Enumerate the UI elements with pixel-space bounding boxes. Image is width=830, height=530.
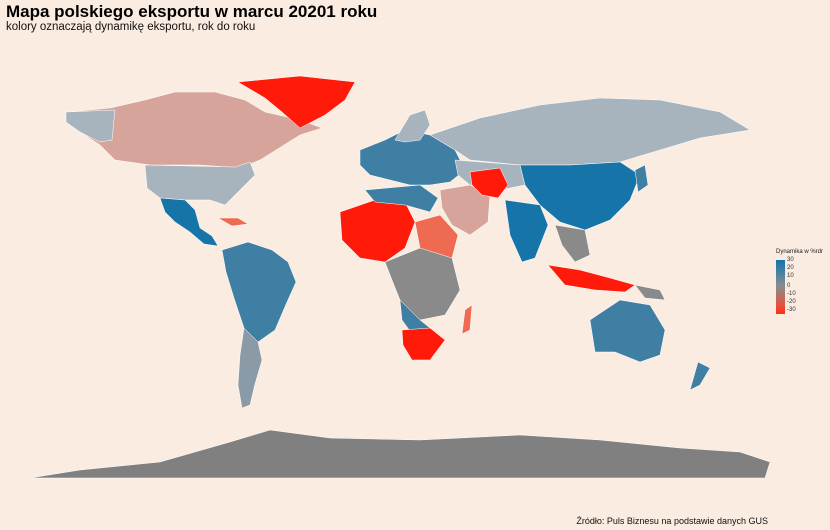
legend-tick: -20 (787, 299, 796, 305)
region-south-america-north (221, 241, 297, 343)
source-caption: Źródło: Puls Biznesu na podstawie danych… (576, 516, 768, 526)
map-title: Mapa polskiego eksportu w marcu 20201 ro… (6, 2, 378, 21)
region-new-zealand (689, 361, 711, 391)
region-caribbean (217, 217, 249, 227)
legend-tick: -10 (787, 291, 796, 297)
region-madagascar (461, 304, 473, 335)
region-south-africa (401, 327, 446, 361)
region-greenland (237, 75, 356, 129)
region-australia (589, 299, 666, 363)
region-scandinavia (394, 109, 431, 143)
legend-title: Dynamika w %rdr (776, 249, 824, 255)
region-antarctica (29, 429, 771, 479)
map-subtitle: kolory oznaczają dynamikę eksportu, rok … (6, 21, 256, 33)
region-china-east-asia (519, 161, 641, 231)
legend-tick: -30 (787, 307, 796, 313)
legend-body: 30 20 10 0 -10 -20 -30 (776, 257, 823, 317)
legend-tick: 20 (787, 265, 794, 271)
region-canada (67, 91, 323, 169)
legend-tick: 10 (787, 273, 794, 279)
region-south-america-south (237, 327, 263, 409)
region-usa (144, 161, 256, 206)
region-india (504, 199, 549, 263)
legend-tick: 0 (787, 283, 791, 289)
region-mexico-central-america (159, 197, 219, 247)
region-africa-north (364, 184, 439, 213)
color-legend: Dynamika w %rdr 30 20 10 0 -10 -20 -30 (776, 249, 823, 317)
legend-tick: 30 (787, 257, 794, 263)
region-japan (634, 164, 649, 193)
region-indonesia (547, 264, 636, 293)
legend-color-bar (776, 260, 785, 314)
region-alaska-usa (65, 109, 116, 143)
region-iran-afghanistan (469, 167, 509, 199)
region-southeast-asia (554, 224, 591, 263)
region-africa-north-west (339, 199, 416, 263)
region-africa-central (384, 247, 461, 321)
region-russia (429, 97, 751, 166)
region-new-guinea (634, 284, 666, 301)
